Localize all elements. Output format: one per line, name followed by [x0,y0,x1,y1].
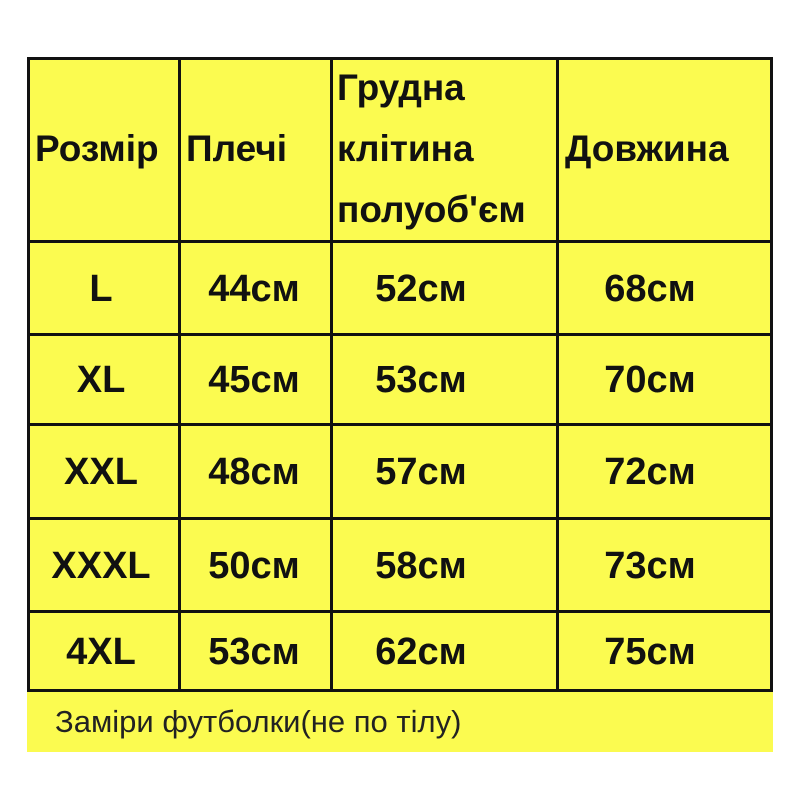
cell-size: XL [76,359,126,401]
cell-chest: 53см [375,359,467,401]
size-chart-table: Розмір Плечі Довжина Грудна клітина полуоб'єм… [27,57,773,692]
footer-note-bar: Заміри футболки(не по тілу) [27,692,773,752]
column-divider [330,57,333,692]
cell-shoulders: 48см [208,451,300,493]
cell-chest: 57см [375,451,467,493]
header-chest-line: клітина [337,128,474,169]
cell-length: 73см [604,544,696,587]
row-divider [27,610,773,613]
cell-shoulders: 50см [208,544,300,587]
header-length: Довжина [565,128,729,169]
column-divider [770,57,773,692]
cell-size: 4XL [66,630,136,673]
cell-size: XXL [64,451,138,493]
cell-size: XXXL [51,544,151,587]
cell-shoulders: 53см [208,630,300,673]
column-divider [178,57,181,692]
cell-chest: 52см [375,267,467,310]
row-divider [27,517,773,520]
cell-shoulders: 44см [208,267,300,310]
column-divider [27,57,30,692]
cell-chest: 62см [375,630,467,673]
cell-length: 75см [604,630,696,673]
row-divider [27,423,773,426]
cell-length: 68см [604,267,696,310]
header-chest-line: Грудна [337,67,465,108]
header-shoulders: Плечі [186,128,288,169]
row-divider [27,240,773,243]
cell-shoulders: 45см [208,359,300,401]
cell-size: L [89,267,113,310]
footer-note: Заміри футболки(не по тілу) [55,704,462,739]
header-size: Розмір [35,128,159,169]
row-divider [27,689,773,692]
column-divider [556,57,559,692]
header-chest-line: полуоб'єм [337,189,526,230]
row-divider [27,57,773,60]
cell-length: 72см [604,451,696,493]
cell-length: 70см [604,359,696,401]
cell-chest: 58см [375,544,467,587]
row-divider [27,333,773,336]
